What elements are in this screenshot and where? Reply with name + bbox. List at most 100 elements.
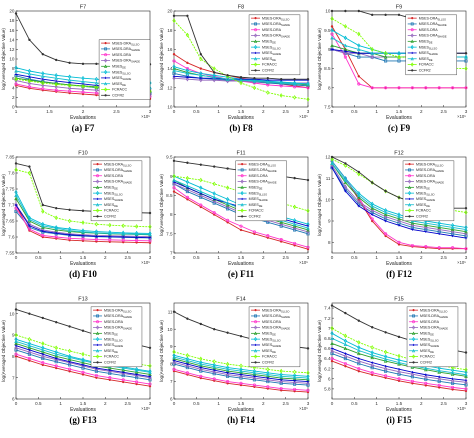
legend-sub: SLLSO bbox=[123, 309, 131, 313]
data-point bbox=[383, 359, 388, 363]
data-point bbox=[14, 202, 18, 208]
legend-sub: SHADE bbox=[131, 48, 140, 52]
y-tick-label: 11 bbox=[326, 176, 331, 181]
legend-marker bbox=[408, 215, 411, 218]
data-point bbox=[397, 369, 401, 375]
data-point bbox=[134, 232, 139, 236]
x-tick-label: 2.5 bbox=[282, 255, 289, 260]
data-point bbox=[371, 181, 374, 184]
data-point bbox=[239, 383, 243, 387]
legend: MSES-DRASLLSOMSES-DRASHADEMSES-DRAMSES-D… bbox=[235, 160, 287, 222]
data-point bbox=[122, 371, 125, 374]
x-tick-label: 2 bbox=[420, 401, 423, 406]
data-point bbox=[464, 52, 468, 55]
x-tick-label: 2 bbox=[262, 401, 265, 406]
data-point bbox=[68, 363, 72, 367]
data-point bbox=[306, 232, 310, 236]
data-point bbox=[306, 178, 310, 182]
data-point bbox=[293, 241, 297, 245]
x-scale-label: ×10⁵ bbox=[299, 260, 308, 265]
legend-marker bbox=[104, 53, 108, 57]
data-point bbox=[357, 195, 361, 200]
legend-marker bbox=[96, 197, 99, 201]
x-tick-label: 1 bbox=[375, 109, 378, 114]
data-point bbox=[397, 216, 401, 221]
data-point bbox=[343, 55, 347, 59]
data-point bbox=[293, 379, 296, 382]
legend-marker bbox=[411, 51, 414, 55]
data-point bbox=[54, 345, 58, 351]
y-tick-label: 6 bbox=[12, 397, 15, 402]
y-tick-label: 7.65 bbox=[6, 219, 15, 224]
data-point bbox=[266, 372, 270, 377]
legend-marker bbox=[253, 56, 258, 61]
data-point bbox=[306, 376, 310, 380]
data-point bbox=[306, 86, 310, 90]
y-tick-label: 6.4 bbox=[324, 356, 331, 361]
data-point bbox=[239, 374, 243, 379]
data-point bbox=[122, 235, 125, 239]
legend-label: FCRACC bbox=[262, 63, 277, 67]
data-point bbox=[148, 211, 152, 215]
data-point bbox=[225, 201, 230, 205]
data-point bbox=[292, 224, 297, 228]
x-axis-label: Evaluations bbox=[386, 407, 412, 413]
data-point bbox=[464, 227, 468, 232]
data-point bbox=[330, 166, 334, 169]
data-point bbox=[464, 210, 468, 215]
data-point bbox=[199, 362, 203, 366]
data-point bbox=[397, 360, 401, 365]
data-point bbox=[397, 196, 401, 199]
y-tick-label: 18 bbox=[9, 18, 15, 23]
data-point bbox=[266, 236, 269, 239]
data-point bbox=[94, 221, 99, 227]
x-tick-label: 0.5 bbox=[351, 401, 358, 406]
legend-marker bbox=[96, 361, 99, 364]
legend-marker bbox=[103, 64, 108, 68]
data-point bbox=[81, 209, 85, 212]
data-point bbox=[343, 342, 348, 346]
data-point bbox=[330, 156, 334, 162]
data-point bbox=[344, 189, 347, 193]
x-tick-label: 2.5 bbox=[440, 401, 447, 406]
data-point bbox=[121, 223, 125, 229]
data-point bbox=[370, 362, 374, 368]
data-point bbox=[397, 59, 401, 63]
data-point bbox=[27, 219, 32, 223]
data-point bbox=[186, 14, 189, 17]
data-point bbox=[226, 167, 229, 170]
data-point bbox=[185, 179, 190, 185]
data-point bbox=[438, 232, 441, 235]
data-point bbox=[343, 50, 348, 56]
y-tick-label: 7.75 bbox=[6, 187, 15, 192]
legend-label: MSESSHADE bbox=[262, 51, 281, 56]
legend-sub: DE bbox=[430, 333, 434, 337]
legend-label: CCFR2 bbox=[262, 361, 274, 365]
data-point bbox=[68, 367, 72, 371]
legend-marker bbox=[254, 320, 257, 324]
legend-label: MSESDE bbox=[419, 57, 433, 62]
data-point bbox=[226, 218, 230, 222]
x-tick-label: 0.5 bbox=[351, 255, 358, 260]
legend-marker bbox=[240, 179, 244, 184]
data-point bbox=[212, 201, 216, 205]
legend-marker bbox=[410, 28, 414, 32]
legend-label: MSES-DRASHADE bbox=[104, 168, 132, 173]
y-axis-label: log(Averaged Objective Value) bbox=[159, 28, 164, 90]
data-point bbox=[148, 236, 152, 239]
y-tick-label: 7.5 bbox=[166, 231, 173, 236]
data-point bbox=[81, 239, 85, 243]
data-point bbox=[266, 367, 270, 372]
data-point bbox=[172, 359, 176, 362]
data-point bbox=[185, 195, 189, 199]
data-point bbox=[252, 383, 256, 387]
legend-label: MSESSLLSO bbox=[419, 45, 438, 50]
data-point bbox=[253, 77, 256, 80]
data-point bbox=[172, 14, 176, 17]
data-point bbox=[54, 235, 58, 239]
data-point bbox=[68, 208, 71, 211]
data-point bbox=[172, 310, 176, 313]
data-point bbox=[371, 13, 374, 17]
data-point bbox=[28, 312, 31, 315]
data-point bbox=[121, 373, 125, 378]
